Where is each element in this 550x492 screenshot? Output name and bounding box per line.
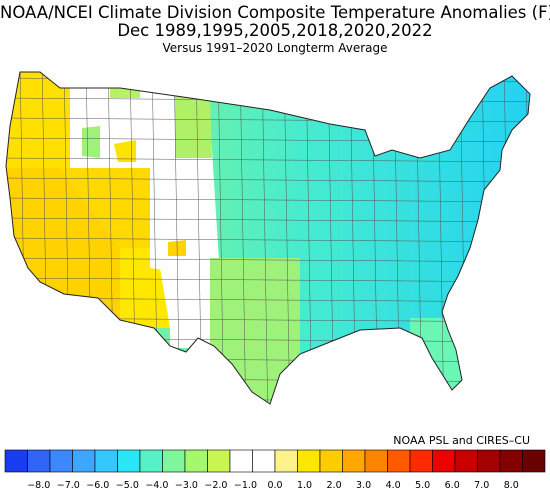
legend-color-cell	[454, 449, 478, 473]
legend-tick-label: −5.0	[116, 480, 139, 491]
legend-tick-label: −8.0	[27, 480, 50, 491]
legend-color-cell	[229, 449, 253, 473]
legend-color-cell	[409, 449, 433, 473]
legend-color-cell	[252, 449, 276, 473]
legend-tick-label: 7.0	[474, 480, 489, 491]
map-region-nevada-utah-basin	[60, 168, 150, 268]
legend-tick-label: −3.0	[175, 480, 198, 491]
legend-color-cell	[274, 449, 298, 473]
legend-tick-label: −4.0	[145, 480, 168, 491]
legend-color-cell	[184, 449, 208, 473]
legend-tick-label: 0.0	[267, 480, 282, 491]
legend-color-cell	[432, 449, 456, 473]
map-region-new-mexico-west	[160, 268, 212, 348]
map-credit: NOAA PSL and CIRES–CU	[393, 434, 530, 447]
map-region-montana-patch	[110, 88, 140, 98]
legend-color-cell	[342, 449, 366, 473]
legend-color-cell	[4, 449, 28, 473]
legend-tick-label: 1.0	[297, 480, 312, 491]
legend-color-cell	[319, 449, 343, 473]
legend-color-cell	[72, 449, 96, 473]
legend-tick-label: 6.0	[445, 480, 460, 491]
color-scale-legend: −8.0 −7.0 −6.0 −5.0 −4.0 −3.0 −2.0 −1.0 0.0 1.0 2.…	[4, 449, 546, 491]
map-region-florida	[410, 318, 470, 398]
legend-color-cell	[387, 449, 411, 473]
map-region-idaho-patch	[82, 126, 100, 158]
legend-color-cell	[477, 449, 501, 473]
legend-color-cell	[139, 449, 163, 473]
legend-tick-label: −2.0	[204, 480, 227, 491]
us-outline	[5, 71, 531, 405]
map-region-eastern-montana	[175, 93, 212, 158]
map-subtitle-dates: Dec 1989,1995,2005,2018,2020,2022	[117, 21, 433, 40]
legend-color-cell	[207, 449, 231, 473]
legend-color-cell	[49, 449, 73, 473]
legend-tick-label: −6.0	[86, 480, 109, 491]
map-region-pacific-coast	[6, 72, 70, 198]
legend-tick-label: 4.0	[386, 480, 401, 491]
map-region-wyoming-patch	[114, 140, 136, 162]
legend-color-cell	[522, 449, 546, 473]
legend-tick-label: −1.0	[234, 480, 257, 491]
legend-color-cell	[297, 449, 321, 473]
legend-color-cell	[162, 449, 186, 473]
legend-tick-label: 3.0	[356, 480, 371, 491]
legend-tick-label: 2.0	[327, 480, 342, 491]
map-subtitle-baseline: Versus 1991–2020 Longterm Average	[162, 41, 388, 55]
legend-color-cell	[117, 449, 141, 473]
legend-color-cell	[94, 449, 118, 473]
legend-tick-label: 8.0	[504, 480, 519, 491]
us-climate-division-map	[5, 71, 531, 405]
map-title: NOAA/NCEI Climate Division Composite Tem…	[0, 3, 550, 22]
legend-color-cell	[499, 449, 523, 473]
legend-color-cell	[27, 449, 51, 473]
legend-tick-label: −7.0	[57, 480, 80, 491]
legend-color-cell	[364, 449, 388, 473]
legend-tick-label: 5.0	[415, 480, 430, 491]
